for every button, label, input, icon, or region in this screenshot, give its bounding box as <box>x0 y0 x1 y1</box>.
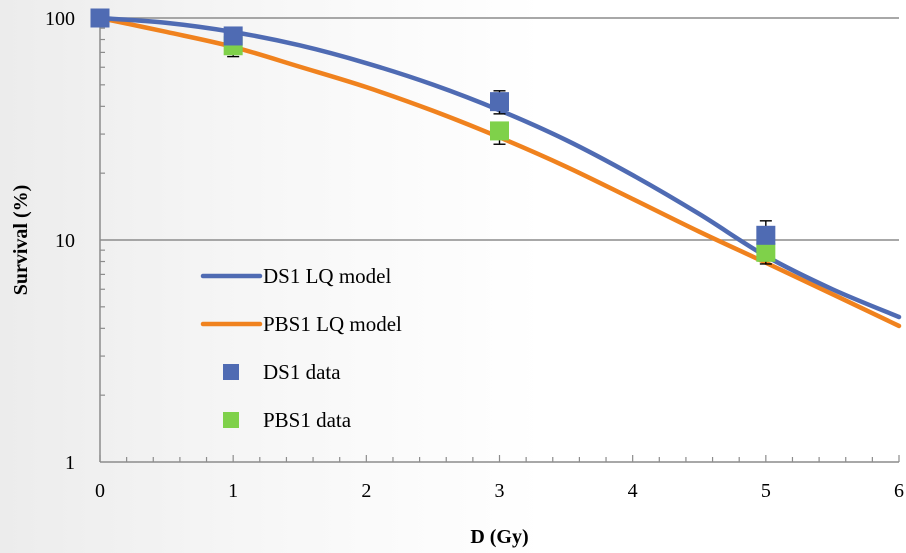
x-axis-title: D (Gy) <box>470 526 528 548</box>
x-tick-label: 0 <box>95 480 105 502</box>
ds1-data-point <box>223 26 243 46</box>
legend: DS1 LQ model PBS1 LQ model DS1 data PBS1 da… <box>200 264 402 432</box>
ds1-data-point <box>490 92 509 112</box>
x-tick-label: 4 <box>628 480 638 502</box>
x-tick-label: 2 <box>361 480 371 502</box>
y-tick-label: 1 <box>65 452 75 474</box>
legend-pbs1-lq-model-label: PBS1 LQ model <box>263 312 402 336</box>
x-tick-label: 1 <box>228 480 238 502</box>
tick-marks <box>99 27 900 462</box>
legend-ds1-data-label: DS1 data <box>263 360 341 384</box>
model-curves <box>97 15 902 329</box>
legend-ds1-lq-model-label: DS1 LQ model <box>263 264 391 288</box>
x-tick-label: 5 <box>761 480 771 502</box>
ds1-lq-model-curve <box>97 15 902 320</box>
data-points <box>90 8 776 262</box>
ds1-data-point <box>90 8 110 28</box>
pbs1-data-point <box>490 121 509 141</box>
y-tick-label: 100 <box>45 8 75 30</box>
y-axis-title: Survival (%) <box>10 185 32 296</box>
y-tick-label: 10 <box>55 230 75 252</box>
pbs1-lq-model-curve <box>97 15 902 329</box>
x-tick-label: 6 <box>894 480 904 502</box>
legend-ds1-data-swatch <box>223 364 239 380</box>
legend-pbs1-data-label: PBS1 data <box>263 408 352 432</box>
ds1-data-point <box>756 225 776 245</box>
legend-pbs1-data-swatch <box>223 412 239 428</box>
pbs1-data-point <box>756 242 776 262</box>
x-tick-label: 3 <box>495 480 505 502</box>
